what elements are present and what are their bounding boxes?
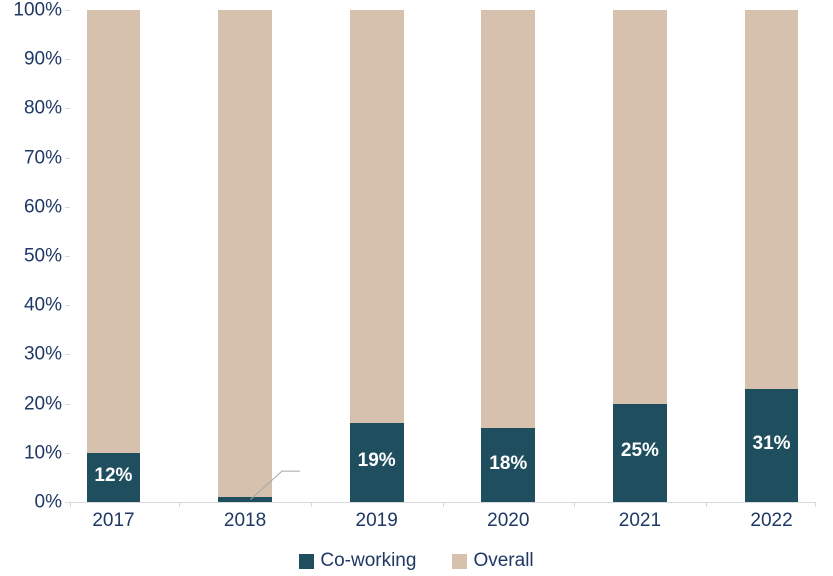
legend-label-overall: Overall (473, 550, 533, 572)
bar-segment-overall (218, 10, 272, 497)
bar-segment-overall (745, 10, 799, 389)
y-tick-mark (65, 59, 70, 60)
bar-segment-overall (613, 10, 667, 404)
y-tick-label: 30% (24, 345, 62, 364)
bar-group: 18% (481, 10, 535, 502)
y-tick-mark (65, 207, 70, 208)
legend-item-overall: Overall (452, 550, 533, 572)
y-tick-mark (65, 354, 70, 355)
y-tick-label: 50% (24, 247, 62, 266)
bar-segment-coworking (481, 428, 535, 502)
bar-segment-overall (350, 10, 404, 423)
x-tick-mark (815, 502, 816, 507)
y-tick-mark (65, 305, 70, 306)
y-tick-mark (65, 10, 70, 11)
y-tick-label: 70% (24, 148, 62, 167)
x-tick-label: 2022 (728, 510, 815, 532)
bar-segment-coworking (613, 404, 667, 502)
x-tick-label: 2017 (70, 510, 157, 532)
legend-swatch-overall (452, 554, 467, 569)
x-tick-mark (706, 502, 707, 507)
x-tick-label: 2019 (333, 510, 420, 532)
y-tick-label: 40% (24, 296, 62, 315)
x-tick-mark (311, 502, 312, 507)
x-tick-mark (179, 502, 180, 507)
y-tick-mark (65, 453, 70, 454)
y-tick-label: 0% (35, 493, 62, 512)
x-axis: 2017 2018 2019 2020 2021 2022 (70, 504, 815, 530)
y-tick-mark (65, 256, 70, 257)
legend-swatch-coworking (299, 554, 314, 569)
bar-segment-overall (481, 10, 535, 428)
bar-segment-coworking (87, 453, 141, 502)
y-axis: 0%10%20%30%40%50%60%70%80%90%100% (0, 10, 70, 502)
y-tick-mark (65, 108, 70, 109)
x-tick-mark (443, 502, 444, 507)
plot-area: 12% 1% 19% 18% 25% 31% (70, 10, 815, 502)
bar-group: 25% (613, 10, 667, 502)
y-tick-label: 90% (24, 50, 62, 69)
bar-group: 19% (350, 10, 404, 502)
x-tick-mark (70, 502, 71, 507)
x-tick-mark (574, 502, 575, 507)
x-tick-label: 2018 (202, 510, 289, 532)
legend-label-coworking: Co-working (320, 550, 416, 572)
bar-group: 1% (218, 10, 272, 502)
stacked-bar-chart: 0%10%20%30%40%50%60%70%80%90%100% 12%1%1… (0, 0, 833, 576)
data-label: 1% (302, 457, 329, 479)
legend-item-coworking: Co-working (299, 550, 416, 572)
legend: Co-working Overall (0, 550, 833, 572)
y-tick-label: 60% (24, 197, 62, 216)
y-tick-label: 100% (13, 1, 62, 20)
bar-segment-overall (87, 10, 141, 453)
x-tick-label: 2020 (465, 510, 552, 532)
bars-layer: 12% 1% 19% 18% 25% 31% (70, 10, 815, 502)
bar-segment-coworking (218, 497, 272, 502)
bar-group: 12% (87, 10, 141, 502)
bar-group: 31% (745, 10, 799, 502)
bar-segment-coworking (745, 389, 799, 502)
y-tick-mark (65, 404, 70, 405)
y-tick-label: 10% (24, 443, 62, 462)
x-tick-label: 2021 (596, 510, 683, 532)
y-tick-mark (65, 158, 70, 159)
y-tick-label: 80% (24, 99, 62, 118)
bar-segment-coworking (350, 423, 404, 502)
y-tick-label: 20% (24, 394, 62, 413)
